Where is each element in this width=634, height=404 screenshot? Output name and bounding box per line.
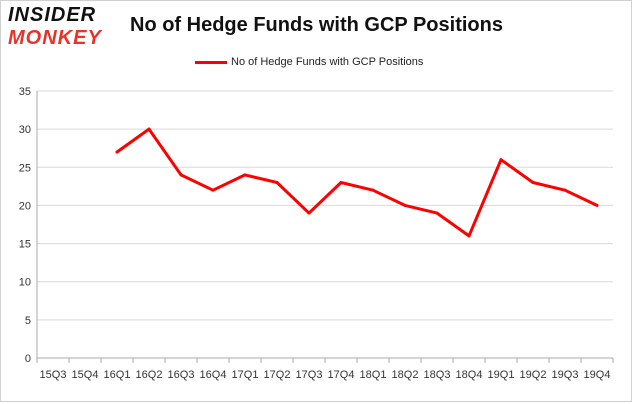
x-tick-label: 19Q1 <box>488 369 515 381</box>
data-point <box>339 181 343 185</box>
data-point <box>531 181 535 185</box>
logo-line-1: INSIDER <box>8 4 97 26</box>
x-tick-label: 17Q4 <box>328 369 355 381</box>
data-point <box>563 188 567 192</box>
x-tick-label: 18Q3 <box>424 369 451 381</box>
y-tick-label: 30 <box>19 124 31 136</box>
x-tick-label: 16Q3 <box>168 369 195 381</box>
logo-line-2: MONKEY <box>8 27 102 49</box>
data-point <box>275 181 279 185</box>
data-point <box>115 150 119 154</box>
data-point <box>371 188 375 192</box>
x-tick-label: 15Q3 <box>40 369 67 381</box>
x-tick-label: 15Q4 <box>72 369 99 381</box>
series-line <box>115 127 599 238</box>
data-point <box>595 203 599 207</box>
x-tick-label: 19Q4 <box>584 369 611 381</box>
y-tick-label: 0 <box>25 353 31 365</box>
data-point <box>435 211 439 215</box>
x-tick-label: 19Q3 <box>552 369 579 381</box>
data-point <box>467 234 471 238</box>
chart-title: No of Hedge Funds with GCP Positions <box>130 14 503 36</box>
data-point <box>147 127 151 131</box>
data-point <box>499 158 503 162</box>
x-tick-label: 16Q1 <box>104 369 131 381</box>
y-tick-label: 5 <box>25 315 31 327</box>
x-tick-label: 16Q4 <box>200 369 227 381</box>
y-tick-label: 10 <box>19 277 31 289</box>
y-tick-label: 15 <box>19 239 31 251</box>
x-tick-label: 17Q3 <box>296 369 323 381</box>
x-tick-label: 18Q4 <box>456 369 483 381</box>
x-tick-label: 17Q2 <box>264 369 291 381</box>
y-tick-label: 35 <box>19 86 31 98</box>
x-tick-label: 16Q2 <box>136 369 163 381</box>
x-tick-label: 19Q2 <box>520 369 547 381</box>
x-tick-label: 18Q2 <box>392 369 419 381</box>
data-point <box>403 203 407 207</box>
legend-swatch <box>195 60 227 64</box>
legend-label: No of Hedge Funds with GCP Positions <box>231 56 424 68</box>
y-tick-label: 20 <box>19 200 31 212</box>
data-point <box>179 173 183 177</box>
chart-legend: No of Hedge Funds with GCP Positions <box>195 54 423 70</box>
data-point <box>243 173 247 177</box>
data-point <box>211 188 215 192</box>
x-tick-label: 18Q1 <box>360 369 387 381</box>
data-point <box>307 211 311 215</box>
x-tick-label: 17Q1 <box>232 369 259 381</box>
y-tick-label: 25 <box>19 162 31 174</box>
insider-monkey-logo: INSIDER MONKEY <box>8 5 120 51</box>
